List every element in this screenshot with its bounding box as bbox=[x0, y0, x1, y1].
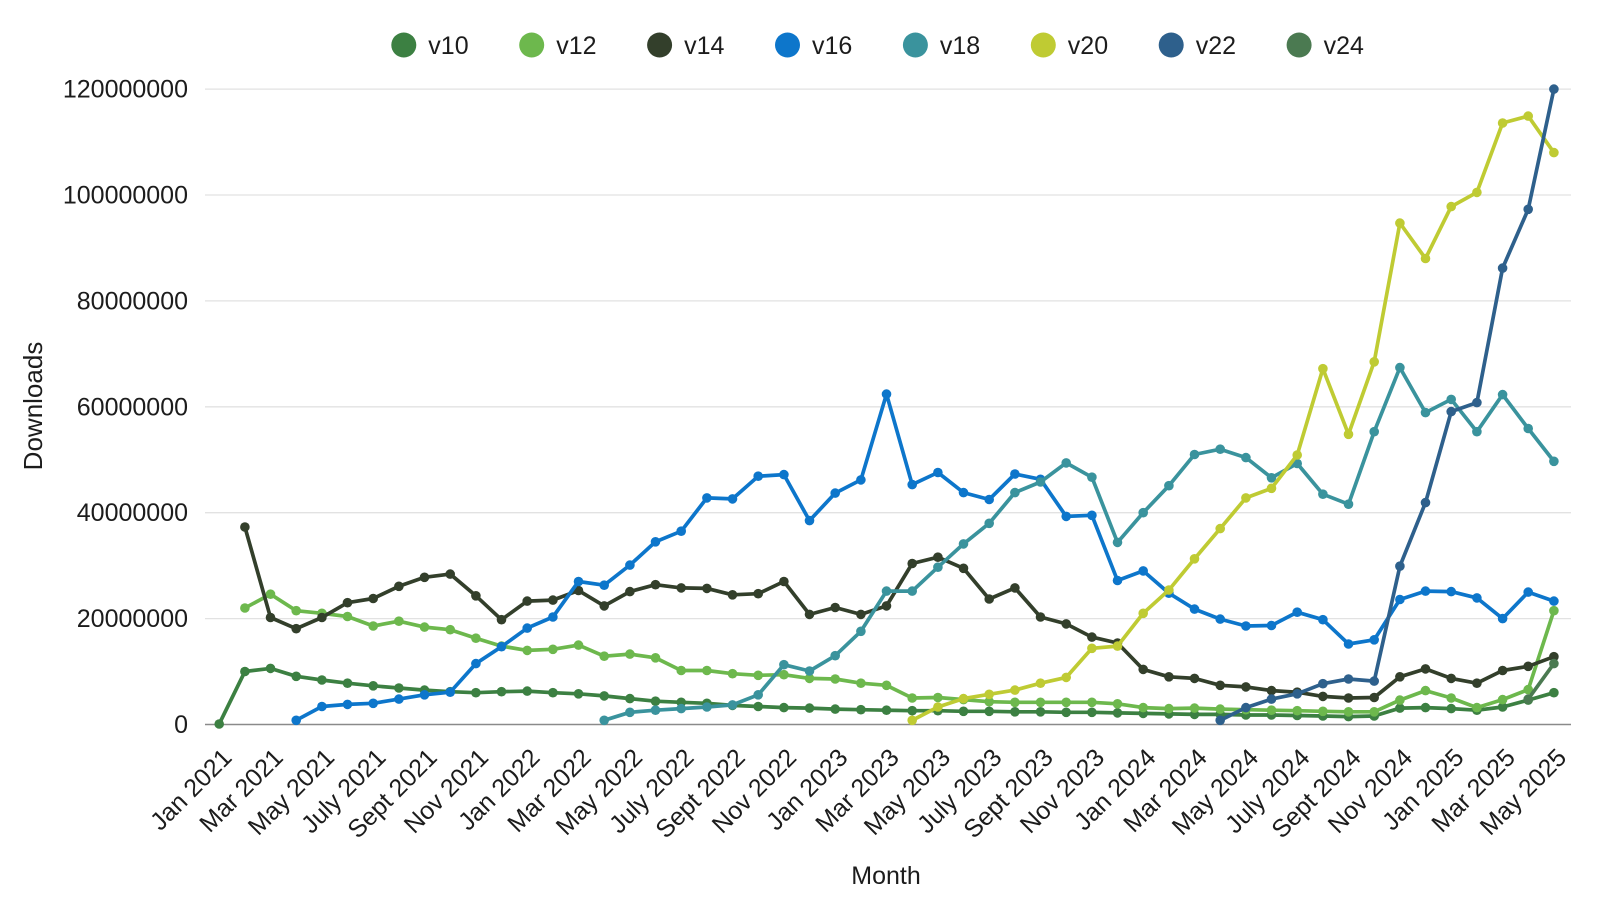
svg-text:v20: v20 bbox=[1068, 32, 1108, 60]
svg-text:60000000: 60000000 bbox=[77, 393, 188, 421]
svg-text:v12: v12 bbox=[556, 32, 596, 60]
svg-text:v24: v24 bbox=[1324, 32, 1364, 60]
svg-text:80000000: 80000000 bbox=[77, 287, 188, 315]
svg-text:v16: v16 bbox=[812, 32, 852, 60]
svg-text:120000000: 120000000 bbox=[63, 76, 188, 104]
svg-text:v14: v14 bbox=[684, 32, 724, 60]
svg-text:0: 0 bbox=[174, 711, 188, 739]
svg-text:v10: v10 bbox=[428, 32, 468, 60]
svg-text:20000000: 20000000 bbox=[77, 605, 188, 633]
svg-text:40000000: 40000000 bbox=[77, 499, 188, 527]
svg-text:v22: v22 bbox=[1196, 32, 1236, 60]
svg-text:Downloads: Downloads bbox=[18, 342, 48, 471]
svg-text:Month: Month bbox=[851, 862, 920, 890]
svg-text:100000000: 100000000 bbox=[63, 182, 188, 210]
svg-text:v18: v18 bbox=[940, 32, 980, 60]
